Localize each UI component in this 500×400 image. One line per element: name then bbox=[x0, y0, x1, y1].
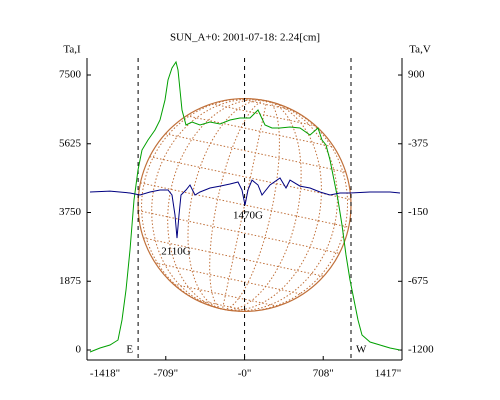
y2-tick-label: -1200 bbox=[408, 344, 434, 356]
series-line bbox=[89, 177, 401, 239]
chart-title: SUN_A+0: 2001-07-18: 2.24[cm] bbox=[170, 32, 320, 44]
x-tick-label: -709" bbox=[153, 368, 178, 380]
y2-tick-label: -150 bbox=[408, 206, 429, 218]
y-tick-label: 1875 bbox=[59, 275, 82, 287]
parallel bbox=[155, 262, 303, 295]
y-tick-label: 3750 bbox=[59, 206, 82, 218]
parallel bbox=[211, 103, 316, 127]
y-tick-label: 5625 bbox=[59, 137, 82, 149]
x-tick-label: 1417" bbox=[375, 368, 402, 380]
parallel bbox=[165, 133, 346, 173]
x-tick-label: 708" bbox=[313, 368, 334, 380]
parallel bbox=[238, 98, 293, 111]
parallel bbox=[186, 115, 334, 148]
annotation: 1470G bbox=[233, 210, 263, 222]
parallel bbox=[196, 299, 251, 312]
x-tick-label: -0" bbox=[238, 368, 252, 380]
parallel bbox=[173, 283, 278, 307]
y-tick-label: 0 bbox=[76, 344, 82, 356]
y2-tick-label: -675 bbox=[408, 275, 429, 287]
y2-tick-label: -375 bbox=[408, 137, 429, 149]
marker-label: W bbox=[356, 344, 367, 356]
parallel bbox=[143, 237, 324, 277]
parallel bbox=[149, 156, 351, 200]
annotation: 2110G bbox=[161, 246, 191, 258]
y-tick-label: 7500 bbox=[59, 69, 82, 81]
meridian bbox=[141, 98, 349, 312]
x-tick-label: -1418" bbox=[90, 368, 120, 380]
y-axis-label: Ta,I bbox=[63, 44, 81, 56]
y2-axis-label: Ta,V bbox=[409, 44, 431, 56]
series-line bbox=[89, 60, 401, 353]
marker-label: E bbox=[126, 344, 133, 356]
y2-tick-label: 900 bbox=[408, 69, 425, 81]
parallel bbox=[138, 210, 340, 254]
